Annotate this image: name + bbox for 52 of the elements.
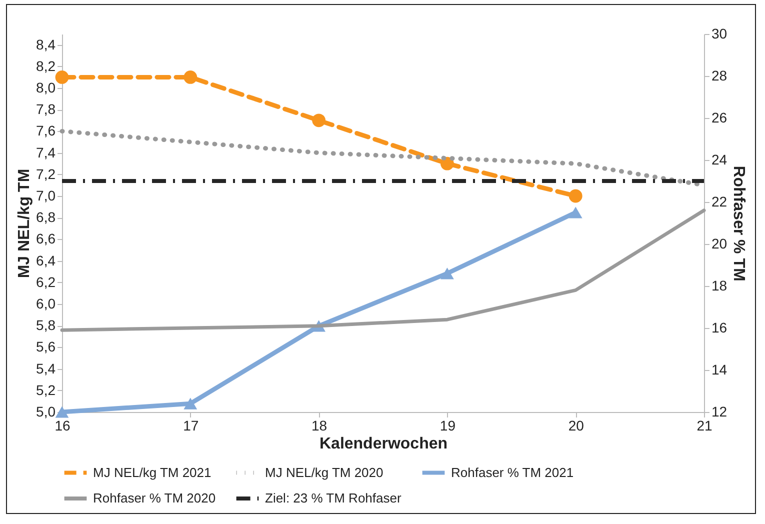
- y-tick-label: 5,2: [36, 382, 56, 398]
- y-tick-label: 5,4: [36, 360, 56, 376]
- point: [55, 406, 69, 418]
- y-tick-label: 8,4: [36, 36, 56, 52]
- y-axis-title: MJ NEL/kg TM: [16, 168, 34, 278]
- y2-tick-label: 22: [712, 194, 728, 210]
- y-tick-label: 8,0: [36, 80, 56, 96]
- y-tick-label: 6,6: [36, 230, 56, 247]
- x-tick-label: 17: [183, 418, 199, 434]
- y-tick-label: 6,4: [36, 252, 56, 268]
- y2-tick-label: 24: [712, 152, 728, 168]
- y-tick-label: 7,6: [36, 122, 56, 139]
- y-tick-label: 6,2: [36, 274, 56, 290]
- y2-tick-label: 18: [712, 278, 728, 294]
- line-series: [60, 208, 706, 332]
- legend-label: Rohfaser % TM 2020: [93, 490, 216, 506]
- x-tick-label: 16: [54, 418, 70, 434]
- y-tick-label: 5,6: [36, 338, 56, 355]
- point: [312, 114, 326, 128]
- y-tick-label: 7,4: [36, 144, 56, 160]
- x-tick-label: 18: [312, 418, 328, 434]
- x-axis-title: Kalenderwochen: [319, 436, 448, 452]
- point: [184, 70, 198, 84]
- y-tick-label: 7,2: [36, 166, 56, 182]
- y-tick-label: 7,8: [36, 101, 56, 118]
- y2-tick-label: 20: [712, 236, 728, 252]
- y-tick-label: 5,8: [36, 317, 56, 334]
- y-tick-label: 5,0: [36, 404, 56, 420]
- y-tick-label: 7,0: [36, 188, 56, 204]
- point: [440, 156, 454, 170]
- y-tick-label: 6,0: [36, 296, 56, 312]
- y2-axis-title: Rohfaser % TM: [730, 166, 748, 282]
- y2-tick-label: 26: [712, 110, 728, 126]
- legend-label: Ziel: 23 % TM Rohfaser: [265, 490, 402, 506]
- x-tick-label: 19: [440, 418, 456, 434]
- point: [568, 189, 582, 203]
- y2-tick-label: 16: [712, 320, 728, 336]
- y2-tick-label: 30: [712, 26, 728, 42]
- legend-label: MJ NEL/kg TM 2021: [93, 464, 212, 480]
- point: [55, 70, 69, 84]
- legend-label: Rohfaser % TM 2021: [451, 464, 574, 480]
- y-tick-label: 6,8: [36, 209, 56, 226]
- x-tick-label: 20: [568, 418, 584, 434]
- y2-tick-label: 28: [712, 68, 728, 84]
- point: [568, 206, 582, 218]
- x-tick-label: 21: [696, 418, 712, 434]
- point: [440, 268, 454, 280]
- y2-tick-label: 14: [712, 362, 728, 378]
- legend-label: MJ NEL/kg TM 2020: [265, 464, 384, 480]
- y2-tick-label: 12: [712, 404, 728, 420]
- point: [184, 398, 198, 410]
- y-tick-label: 8,2: [36, 58, 56, 74]
